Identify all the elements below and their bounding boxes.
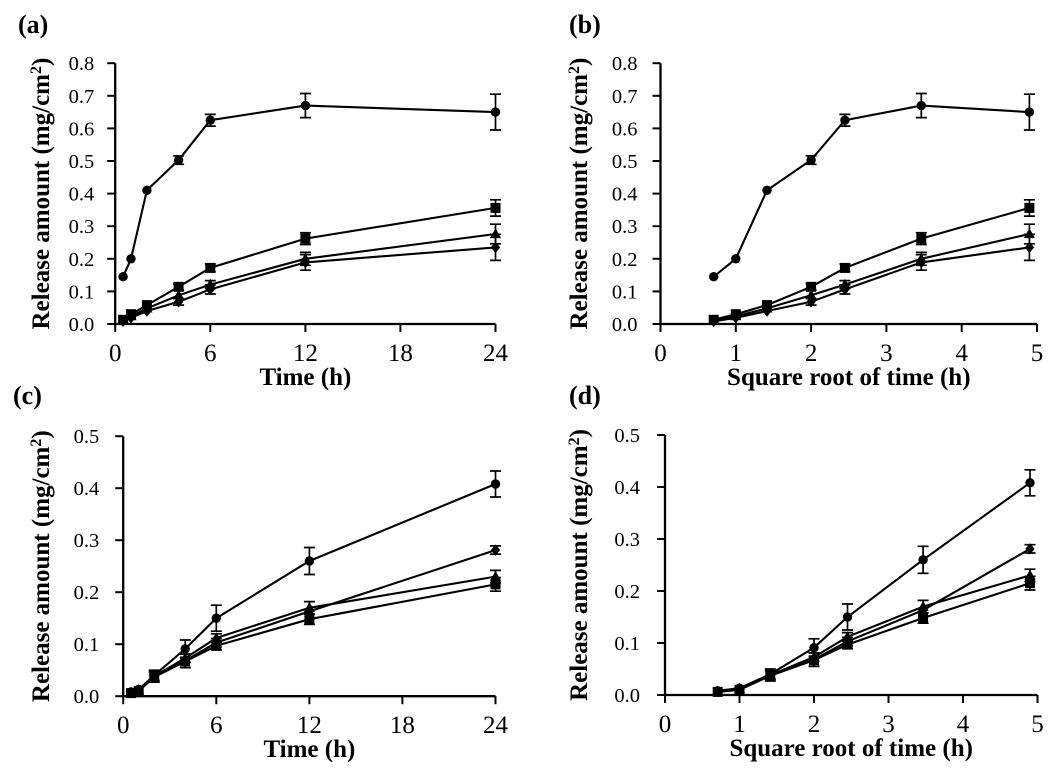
- svg-text:0.8: 0.8: [612, 53, 638, 75]
- svg-text:(b): (b): [569, 10, 601, 39]
- svg-text:Release amount (mg/cm2): Release amount (mg/cm2): [566, 429, 593, 701]
- svg-text:5: 5: [1031, 711, 1044, 738]
- svg-text:0.4: 0.4: [612, 184, 638, 206]
- svg-text:0: 0: [117, 712, 130, 739]
- svg-text:0.1: 0.1: [69, 281, 95, 303]
- svg-text:Release amount (mg/cm2): Release amount (mg/cm2): [28, 58, 55, 330]
- svg-text:0.5: 0.5: [614, 425, 640, 447]
- svg-text:0.7: 0.7: [69, 86, 95, 108]
- svg-text:0.0: 0.0: [614, 685, 640, 707]
- svg-text:0.8: 0.8: [69, 53, 95, 75]
- svg-text:0.4: 0.4: [614, 477, 640, 499]
- svg-text:0.5: 0.5: [69, 151, 95, 173]
- svg-text:6: 6: [210, 712, 223, 739]
- svg-text:2: 2: [808, 711, 821, 738]
- svg-text:0: 0: [659, 711, 672, 738]
- svg-text:0.0: 0.0: [74, 686, 100, 708]
- svg-text:Time (h): Time (h): [259, 364, 351, 391]
- svg-text:0.0: 0.0: [69, 314, 95, 336]
- svg-text:18: 18: [388, 340, 413, 367]
- svg-text:1: 1: [730, 340, 743, 367]
- svg-text:24: 24: [483, 712, 509, 739]
- svg-text:0.7: 0.7: [612, 86, 638, 108]
- svg-text:0.1: 0.1: [74, 634, 100, 656]
- svg-text:0.1: 0.1: [612, 281, 638, 303]
- svg-text:(d): (d): [569, 381, 601, 410]
- svg-text:0.2: 0.2: [612, 249, 638, 271]
- svg-text:3: 3: [882, 711, 895, 738]
- svg-text:4: 4: [955, 340, 968, 367]
- svg-text:5: 5: [1031, 340, 1044, 367]
- svg-text:0.3: 0.3: [69, 216, 95, 238]
- svg-text:0.4: 0.4: [69, 184, 95, 206]
- svg-text:0.2: 0.2: [69, 249, 95, 271]
- svg-text:2: 2: [805, 340, 818, 367]
- svg-text:12: 12: [297, 712, 322, 739]
- svg-text:1: 1: [733, 711, 746, 738]
- svg-text:0.3: 0.3: [74, 530, 100, 552]
- svg-text:0.1: 0.1: [614, 633, 640, 655]
- svg-text:0.2: 0.2: [74, 582, 100, 604]
- svg-text:Release amount (mg/cm2): Release amount (mg/cm2): [28, 430, 55, 702]
- svg-text:24: 24: [483, 340, 509, 367]
- svg-text:0.6: 0.6: [69, 118, 95, 140]
- svg-text:12: 12: [293, 340, 318, 367]
- svg-text:Release amount (mg/cm2): Release amount (mg/cm2): [566, 58, 593, 330]
- svg-text:Square root of time (h): Square root of time (h): [729, 735, 973, 762]
- svg-text:0.2: 0.2: [614, 581, 640, 603]
- svg-text:Time (h): Time (h): [263, 736, 355, 763]
- svg-text:3: 3: [880, 340, 893, 367]
- svg-text:18: 18: [390, 712, 415, 739]
- svg-text:0.6: 0.6: [612, 118, 638, 140]
- svg-text:4: 4: [957, 711, 970, 738]
- svg-text:0: 0: [109, 340, 122, 367]
- svg-text:0.3: 0.3: [614, 529, 640, 551]
- svg-text:6: 6: [204, 340, 217, 367]
- svg-text:Square root of time (h): Square root of time (h): [727, 364, 971, 391]
- svg-text:0.5: 0.5: [612, 151, 638, 173]
- svg-text:(a): (a): [18, 10, 48, 39]
- svg-text:(c): (c): [13, 381, 42, 410]
- svg-text:0.0: 0.0: [612, 314, 638, 336]
- svg-text:0: 0: [654, 340, 667, 367]
- svg-text:0.5: 0.5: [74, 426, 100, 448]
- svg-text:0.4: 0.4: [74, 478, 100, 500]
- svg-text:0.3: 0.3: [612, 216, 638, 238]
